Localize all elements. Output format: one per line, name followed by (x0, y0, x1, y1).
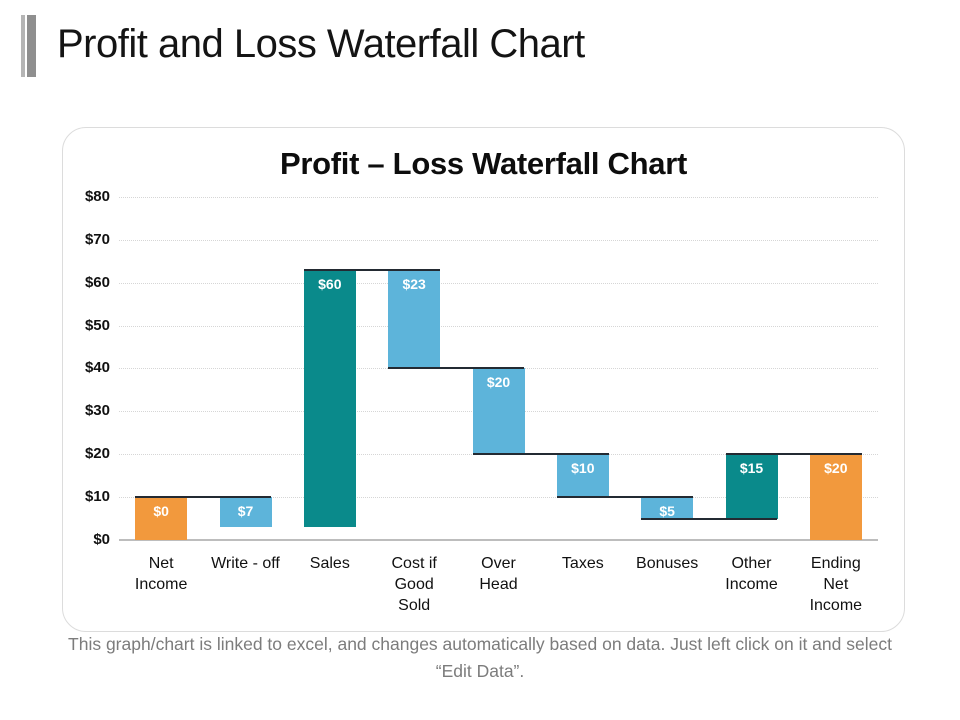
title-accent-bar-dark (27, 15, 36, 77)
slide-title: Profit and Loss Waterfall Chart (57, 22, 585, 66)
title-accent-bar-light (21, 15, 25, 77)
chart-panel[interactable] (62, 127, 905, 632)
footer-note: This graph/chart is linked to excel, and… (68, 634, 892, 681)
chart-title: Profit – Loss Waterfall Chart (279, 146, 687, 181)
